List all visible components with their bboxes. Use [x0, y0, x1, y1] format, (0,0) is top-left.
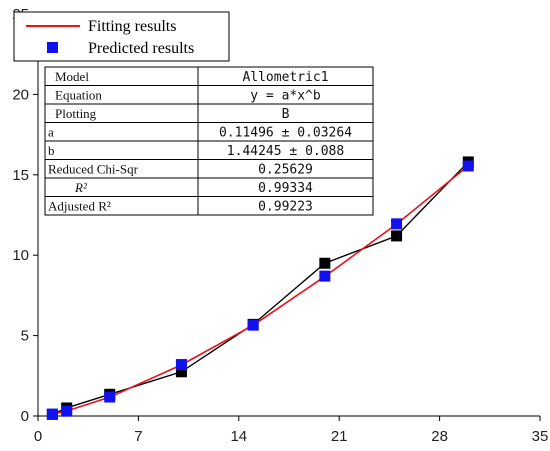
x-tick-label: 7 — [134, 428, 142, 445]
predicted-point — [104, 391, 116, 403]
table-cell-value: 0.99334 — [258, 181, 313, 196]
table-cell-label: Plotting — [55, 106, 97, 121]
predicted-point — [61, 405, 73, 417]
table-cell-value: B — [282, 107, 290, 122]
predicted-point — [462, 160, 474, 172]
table-cell-label: Model — [55, 69, 89, 84]
x-tick-label: 14 — [230, 428, 247, 445]
predicted-point — [391, 218, 403, 230]
axes: 07142128350510152025 — [12, 6, 548, 445]
x-tick-label: 35 — [532, 428, 549, 445]
table-cell-label: Reduced Chi-Sqr — [48, 162, 139, 177]
x-tick-label: 0 — [34, 428, 42, 445]
legend-predicted-label: Predicted results — [88, 40, 194, 57]
y-tick-label: 20 — [12, 86, 29, 103]
table-cell-label: Equation — [55, 88, 102, 103]
table-cell-value: 0.99223 — [258, 200, 313, 215]
y-tick-label: 5 — [21, 328, 29, 345]
legend-predicted-marker — [47, 42, 58, 53]
table-cell-label: R² — [74, 180, 88, 195]
predicted-point — [319, 270, 331, 282]
predicted-point — [175, 359, 187, 371]
table-cell-value: 1.44245 ± 0.088 — [227, 144, 344, 159]
fit-line — [52, 165, 469, 416]
table-cell-label: a — [48, 125, 54, 140]
legend-fit-label: Fitting results — [88, 18, 176, 35]
table-cell-value: 0.25629 — [258, 163, 313, 178]
series-layer — [46, 156, 474, 420]
y-tick-label: 0 — [21, 408, 29, 425]
observed-point — [319, 257, 331, 269]
observed-line — [52, 161, 469, 416]
observed-point — [391, 230, 403, 242]
table-cell-value: y = a*x^b — [250, 89, 321, 104]
fit-table: Model Allometric1 Equation y = a*x^b Plottin… — [44, 66, 374, 216]
legend: Fitting results Predicted results — [13, 11, 230, 62]
y-tick-label: 15 — [12, 167, 29, 184]
table-cell-value: 0.11496 ± 0.03264 — [219, 126, 352, 141]
predicted-point — [46, 408, 58, 420]
y-tick-label: 10 — [12, 247, 29, 264]
table-cell-label: Adjusted R² — [48, 199, 111, 214]
x-tick-label: 28 — [431, 428, 448, 445]
table-cell-label: b — [48, 143, 55, 158]
x-tick-label: 21 — [331, 428, 348, 445]
predicted-point — [247, 319, 259, 331]
observed-point — [175, 366, 187, 378]
table-cell-value: Allometric1 — [242, 70, 328, 85]
